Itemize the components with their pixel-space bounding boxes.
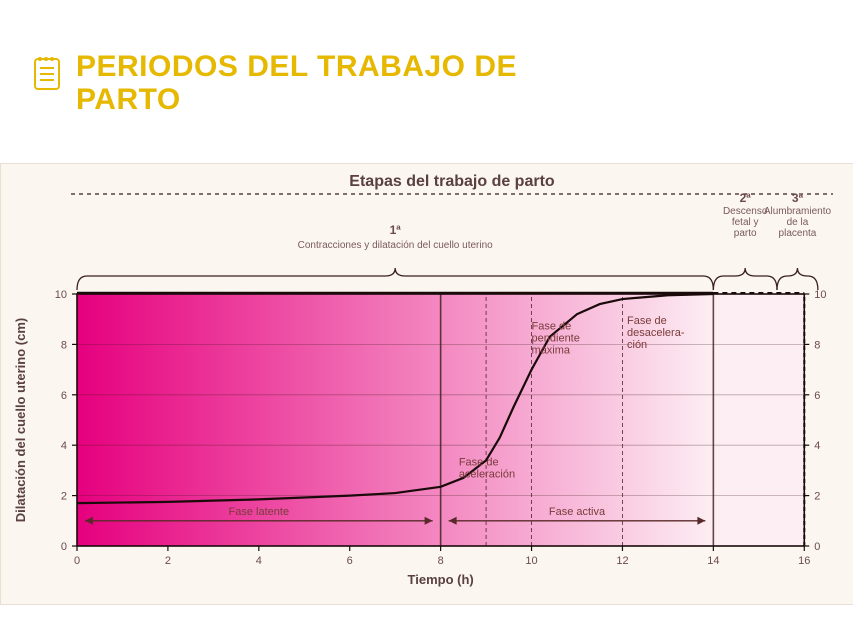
title-line2: PARTO	[76, 83, 517, 116]
svg-text:Contracciones y dilatación del: Contracciones y dilatación del cuello ut…	[298, 240, 494, 251]
svg-text:2: 2	[165, 555, 171, 567]
svg-text:2ª: 2ª	[740, 191, 752, 205]
svg-text:6: 6	[347, 555, 353, 567]
svg-text:10: 10	[814, 289, 826, 301]
svg-text:Alumbramientode laplacenta: Alumbramientode laplacenta	[764, 206, 832, 239]
svg-text:10: 10	[55, 289, 67, 301]
chart-container: Etapas del trabajo de parto 1ª Contraccion…	[0, 163, 853, 605]
svg-text:Fase latente: Fase latente	[229, 506, 290, 518]
svg-text:14: 14	[707, 555, 719, 567]
svg-text:6: 6	[814, 390, 820, 402]
svg-text:1ª: 1ª	[390, 223, 402, 237]
svg-text:4: 4	[814, 440, 820, 452]
notebook-icon	[30, 56, 62, 92]
page-title: PERIODOS DEL TRABAJO DE PARTO	[76, 50, 517, 116]
svg-text:0: 0	[814, 541, 820, 553]
title-line1: PERIODOS DEL TRABAJO DE	[76, 50, 517, 83]
svg-text:4: 4	[256, 555, 262, 567]
svg-text:0: 0	[74, 555, 80, 567]
page-root: { "header": { "title_line1": "PERIODOS D…	[0, 0, 853, 640]
svg-text:4: 4	[61, 440, 67, 452]
svg-text:Dilatación del cuello uterino: Dilatación del cuello uterino (cm)	[13, 318, 28, 522]
svg-text:0: 0	[61, 541, 67, 553]
svg-text:Descensofetal yparto: Descensofetal yparto	[723, 206, 768, 239]
svg-text:Fase activa: Fase activa	[549, 506, 606, 518]
svg-text:10: 10	[525, 555, 537, 567]
svg-text:12: 12	[616, 555, 628, 567]
svg-text:Etapas del trabajo de parto: Etapas del trabajo de parto	[349, 173, 555, 190]
svg-text:2: 2	[814, 491, 820, 503]
svg-text:8: 8	[438, 555, 444, 567]
svg-text:8: 8	[61, 339, 67, 351]
svg-text:2: 2	[61, 491, 67, 503]
page-header: PERIODOS DEL TRABAJO DE PARTO	[0, 0, 853, 116]
labor-stages-chart: Etapas del trabajo de parto 1ª Contraccion…	[1, 164, 853, 602]
svg-text:Tiempo (h): Tiempo (h)	[408, 572, 474, 587]
svg-text:8: 8	[814, 339, 820, 351]
svg-text:6: 6	[61, 390, 67, 402]
svg-text:3ª: 3ª	[792, 191, 804, 205]
svg-text:16: 16	[798, 555, 810, 567]
